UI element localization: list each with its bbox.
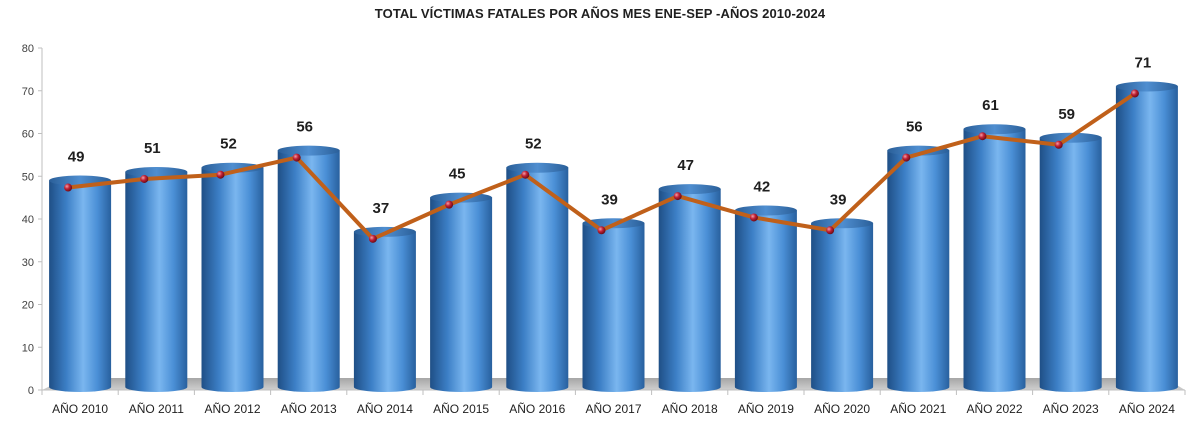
bar-body [1039,137,1102,392]
x-tick-label: AÑO 2021 [890,402,946,416]
bar-body [811,223,874,392]
x-tick-label: AÑO 2011 [129,402,184,416]
x-tick-label: AÑO 2012 [204,402,260,416]
bar-body [125,171,188,392]
y-tick-label: 60 [22,129,34,141]
data-label: 52 [525,136,542,153]
bar [734,205,797,392]
bar [658,184,721,392]
bar-top [658,184,721,195]
bar [1115,81,1178,392]
bar-body [963,129,1026,392]
line-point [978,132,987,141]
bar [430,192,493,392]
data-label: 49 [68,149,85,166]
line-point [673,192,682,201]
line-point [216,170,225,179]
bar-body [201,167,264,392]
y-tick-label: 0 [28,385,34,397]
bar-body [582,223,645,392]
chart-title: TOTAL VÍCTIMAS FATALES POR AÑOS MES ENE-… [374,6,826,21]
line-point [826,226,835,235]
x-tick-label: AÑO 2024 [1119,402,1175,416]
data-label: 37 [373,200,390,217]
data-label: 56 [296,119,313,136]
line-point [1054,140,1063,149]
line-point [292,153,301,162]
x-tick-label: AÑO 2010 [52,402,108,416]
line-point [445,200,454,209]
bar [353,226,416,392]
x-tick-label: AÑO 2013 [281,402,337,416]
data-label: 39 [830,191,847,208]
bar-body [1115,86,1178,392]
line-point [902,153,911,162]
y-tick-label: 70 [22,86,34,98]
bar [506,162,569,392]
line-point [140,174,149,183]
data-label: 51 [144,140,161,157]
data-label: 42 [754,178,771,195]
x-tick-label: AÑO 2015 [433,402,489,416]
bar-body [353,231,416,392]
bar-top [811,218,874,229]
line-point [749,213,758,222]
y-tick-label: 80 [22,43,34,55]
line-point [1130,89,1139,98]
bar-body [49,180,112,392]
y-tick-label: 10 [22,342,34,354]
bar [125,166,188,392]
x-tick-label: AÑO 2018 [662,402,718,416]
bar-top [734,205,797,216]
bar-top [125,166,188,177]
data-label: 45 [449,166,466,183]
x-tick-label: AÑO 2014 [357,402,413,416]
y-tick-label: 30 [22,257,34,269]
line-point [64,183,73,192]
x-tick-label: AÑO 2022 [966,402,1022,416]
bar [201,162,264,392]
bar [582,218,645,392]
data-label: 52 [220,136,237,153]
data-label: 56 [906,119,923,136]
bar [811,218,874,392]
bar [49,175,112,392]
x-tick-label: AÑO 2017 [585,402,641,416]
data-label: 47 [677,157,694,174]
data-label: 59 [1058,106,1075,123]
line-point [521,170,530,179]
x-tick-label: AÑO 2020 [814,402,870,416]
bar-body [506,167,569,392]
bar-body [658,189,721,392]
bar-top [506,162,569,173]
bar-body [887,150,950,392]
bar [277,145,340,392]
line-point [597,226,606,235]
data-label: 61 [982,97,999,114]
data-label: 71 [1135,54,1152,71]
data-label: 39 [601,191,618,208]
bar-body [277,150,340,392]
y-tick-label: 40 [22,214,34,226]
line-point [368,234,377,243]
bar-body [734,210,797,392]
bar-top [277,145,340,156]
bar [887,145,950,392]
x-tick-label: AÑO 2019 [738,402,794,416]
bar-top [963,124,1026,135]
bar [963,124,1026,392]
bar-body [430,197,493,392]
x-tick-label: AÑO 2023 [1043,402,1099,416]
y-tick-label: 50 [22,171,34,183]
y-tick-label: 20 [22,300,34,312]
x-tick-label: AÑO 2016 [509,402,565,416]
bar [1039,132,1102,392]
bar-top [1115,81,1178,92]
